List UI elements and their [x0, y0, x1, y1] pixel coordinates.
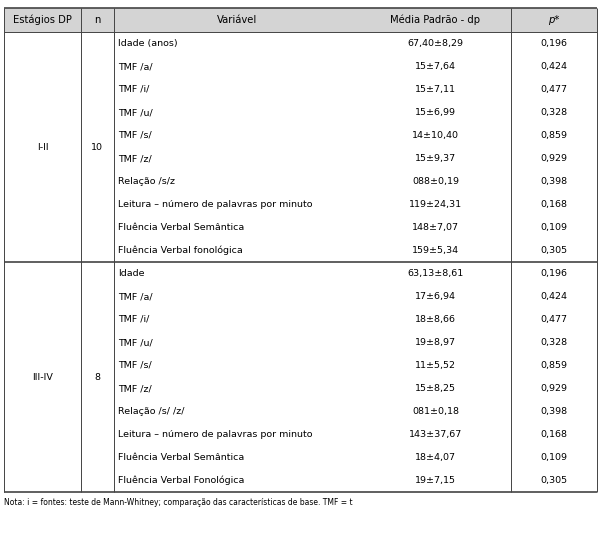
Text: 17±6,94: 17±6,94	[415, 292, 456, 301]
Text: Leitura – número de palavras por minuto: Leitura – número de palavras por minuto	[118, 200, 312, 209]
Text: Média Padrão - dp: Média Padrão - dp	[391, 15, 480, 25]
Text: TMF /s/: TMF /s/	[118, 131, 151, 140]
Text: 143±37,67: 143±37,67	[409, 430, 462, 439]
Text: 081±0,18: 081±0,18	[412, 407, 459, 416]
Text: 15±6,99: 15±6,99	[415, 108, 456, 117]
Text: 63,13±8,61: 63,13±8,61	[407, 269, 463, 278]
Text: 10: 10	[91, 143, 103, 152]
Text: Nota: i = fontes: teste de Mann-Whitney; comparação das características de base.: Nota: i = fontes: teste de Mann-Whitney;…	[4, 498, 353, 507]
Text: 18±4,07: 18±4,07	[415, 453, 456, 462]
Text: Idade: Idade	[118, 269, 144, 278]
Text: 18±8,66: 18±8,66	[415, 315, 456, 324]
Text: 0,168: 0,168	[540, 200, 567, 209]
Text: 0,929: 0,929	[540, 154, 567, 163]
Text: 148±7,07: 148±7,07	[412, 223, 459, 232]
Text: 0,196: 0,196	[540, 39, 567, 48]
Text: 11±5,52: 11±5,52	[415, 361, 456, 370]
Text: Leitura – número de palavras por minuto: Leitura – número de palavras por minuto	[118, 430, 312, 439]
Text: n: n	[94, 15, 100, 25]
Text: TMF /z/: TMF /z/	[118, 154, 151, 163]
Text: 15±7,11: 15±7,11	[415, 85, 456, 94]
Text: 14±10,40: 14±10,40	[412, 131, 459, 140]
Text: TMF /i/: TMF /i/	[118, 315, 149, 324]
Text: TMF /i/: TMF /i/	[118, 85, 149, 94]
Text: 0,398: 0,398	[540, 407, 567, 416]
Text: Relação /s/z: Relação /s/z	[118, 177, 175, 186]
Text: 15±9,37: 15±9,37	[415, 154, 456, 163]
Text: 0,168: 0,168	[540, 430, 567, 439]
Text: 67,40±8,29: 67,40±8,29	[407, 39, 463, 48]
Text: Variável: Variável	[216, 15, 257, 25]
Text: 0,109: 0,109	[540, 223, 567, 232]
Text: 088±0,19: 088±0,19	[412, 177, 459, 186]
Text: 0,305: 0,305	[540, 476, 567, 485]
Text: 19±7,15: 19±7,15	[415, 476, 456, 485]
Text: 0,477: 0,477	[540, 85, 567, 94]
Text: Fluência Verbal Semântica: Fluência Verbal Semântica	[118, 223, 244, 232]
Text: 0,424: 0,424	[540, 62, 567, 71]
Text: TMF /u/: TMF /u/	[118, 338, 153, 347]
Bar	[4, 32, 597, 492]
Text: 119±24,31: 119±24,31	[409, 200, 462, 209]
Text: 15±8,25: 15±8,25	[415, 384, 456, 393]
Text: 8: 8	[94, 372, 100, 381]
Text: 0,305: 0,305	[540, 246, 567, 255]
Text: Fluência Verbal fonológica: Fluência Verbal fonológica	[118, 246, 242, 255]
Text: Fluência Verbal Fonológica: Fluência Verbal Fonológica	[118, 476, 244, 485]
Text: TMF /a/: TMF /a/	[118, 62, 152, 71]
Text: 0,196: 0,196	[540, 269, 567, 278]
Text: 0,424: 0,424	[540, 292, 567, 301]
Text: Fluência Verbal Semântica: Fluência Verbal Semântica	[118, 453, 244, 462]
Text: 0,328: 0,328	[540, 108, 567, 117]
Text: III-IV: III-IV	[32, 372, 53, 381]
Text: 0,398: 0,398	[540, 177, 567, 186]
Text: I-II: I-II	[37, 143, 48, 152]
Text: 0,109: 0,109	[540, 453, 567, 462]
Text: Estágios DP: Estágios DP	[13, 15, 72, 25]
Bar	[4, 8, 597, 32]
Text: 0,859: 0,859	[540, 361, 567, 370]
Text: TMF /z/: TMF /z/	[118, 384, 151, 393]
Text: 159±5,34: 159±5,34	[412, 246, 459, 255]
Text: 15±7,64: 15±7,64	[415, 62, 456, 71]
Text: TMF /a/: TMF /a/	[118, 292, 152, 301]
Text: 0,328: 0,328	[540, 338, 567, 347]
Text: TMF /s/: TMF /s/	[118, 361, 151, 370]
Text: TMF /u/: TMF /u/	[118, 108, 153, 117]
Text: 0,929: 0,929	[540, 384, 567, 393]
Text: 0,859: 0,859	[540, 131, 567, 140]
Text: p*: p*	[548, 15, 560, 25]
Text: 19±8,97: 19±8,97	[415, 338, 456, 347]
Text: Relação /s/ /z/: Relação /s/ /z/	[118, 407, 184, 416]
Text: Idade (anos): Idade (anos)	[118, 39, 177, 48]
Text: 0,477: 0,477	[540, 315, 567, 324]
